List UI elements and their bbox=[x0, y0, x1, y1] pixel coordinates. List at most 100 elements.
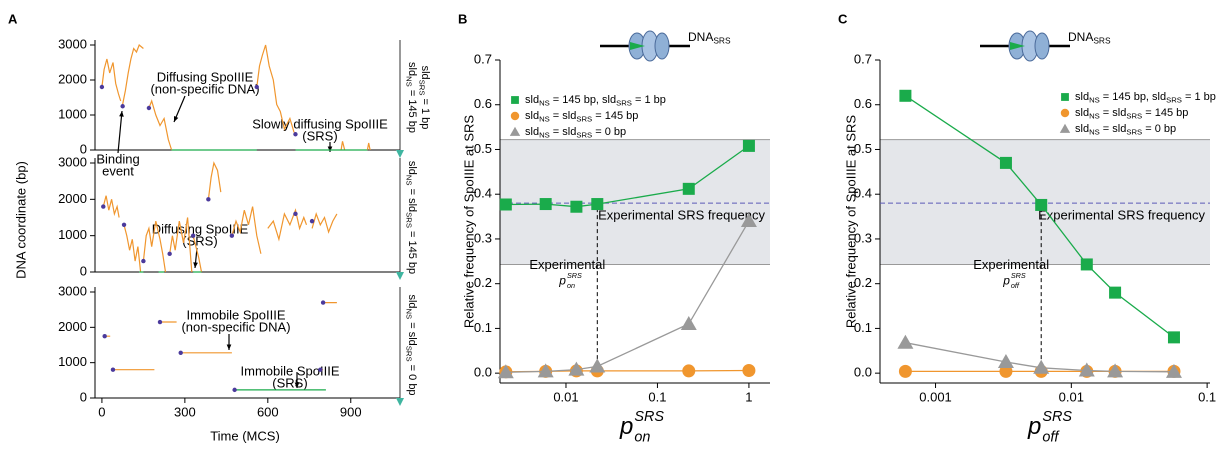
text-run: SRS bbox=[405, 346, 414, 362]
marker-circle bbox=[898, 364, 912, 378]
math-sup: SRS bbox=[1011, 271, 1026, 280]
text-run: sld bbox=[1075, 107, 1089, 119]
experimental-label: Experimental SRS frequency bbox=[598, 208, 765, 223]
marker-triangle bbox=[740, 213, 757, 228]
text-run: sld bbox=[1075, 123, 1089, 135]
text-run: DNA bbox=[688, 30, 713, 44]
marker-square bbox=[1080, 258, 1093, 271]
y-axis-label: Relative frequency of SpoIIIE at SRS bbox=[461, 115, 476, 328]
x-tick-label: 0.001 bbox=[919, 389, 952, 404]
marker-square bbox=[742, 139, 755, 152]
marker-dot bbox=[293, 132, 298, 137]
schematic-label: DNASRS bbox=[688, 30, 731, 46]
text-run: = 145 bp bbox=[592, 110, 638, 122]
side-label: sldSRS = 1 bp bbox=[418, 66, 431, 130]
series-line bbox=[505, 220, 750, 373]
marker-square bbox=[999, 156, 1012, 169]
series-line bbox=[102, 161, 338, 273]
side-label: sldNS = sldSRS = 0 bp bbox=[405, 294, 418, 395]
y-tick-label: 1000 bbox=[58, 354, 87, 369]
arrow-head bbox=[174, 116, 179, 122]
schematic-label: DNASRS bbox=[1068, 30, 1111, 46]
x-tick-label: 600 bbox=[257, 404, 279, 419]
marker-triangle bbox=[680, 315, 697, 330]
marker-square bbox=[591, 198, 604, 211]
text-run: NS bbox=[1089, 95, 1100, 104]
text-run: DNA bbox=[1068, 30, 1093, 44]
experimental-label: Experimental SRS frequency bbox=[1038, 208, 1205, 223]
marker-dot bbox=[121, 222, 127, 227]
marker-circle bbox=[1060, 108, 1070, 118]
y-tick-label: 0 bbox=[80, 263, 87, 278]
marker-dot bbox=[293, 211, 298, 217]
marker-dot bbox=[206, 197, 211, 202]
math-label: pSRS on bbox=[619, 409, 664, 445]
marker-triangle bbox=[568, 361, 585, 376]
arrow-head bbox=[327, 146, 333, 152]
text-run: = 145 bp bbox=[406, 87, 418, 133]
text-run: SRS bbox=[1126, 111, 1142, 120]
math-base: p bbox=[1027, 413, 1041, 440]
arrow-head bbox=[193, 262, 198, 268]
arrow-head bbox=[226, 344, 232, 350]
marker-triangle bbox=[997, 353, 1014, 368]
text-run: sld bbox=[1075, 91, 1089, 103]
arrow-head bbox=[294, 382, 300, 388]
y-tick-label: 1000 bbox=[58, 227, 87, 242]
marker-dot bbox=[167, 251, 172, 257]
marker-dot bbox=[157, 319, 163, 325]
y-tick-label: 0.1 bbox=[854, 320, 872, 335]
schematic-b bbox=[600, 30, 690, 62]
text-run: sld bbox=[525, 126, 539, 138]
y-tick-label: 2000 bbox=[58, 71, 87, 86]
math-sup: SRS bbox=[1042, 409, 1072, 425]
x-tick-label: 0 bbox=[98, 404, 105, 419]
y-tick-label: 0 bbox=[80, 141, 87, 156]
marker-square bbox=[1167, 331, 1180, 344]
marker-circle bbox=[682, 364, 696, 378]
text-run: = 145 bp bbox=[1142, 107, 1188, 119]
x-tick-label: 1 bbox=[745, 389, 752, 404]
text-run: NS bbox=[539, 98, 550, 107]
math-sub: on bbox=[567, 281, 575, 290]
y-tick-label: 0.1 bbox=[474, 320, 492, 335]
marker-square bbox=[1035, 198, 1048, 211]
text-run: sld bbox=[406, 294, 418, 308]
x-tick-label: 300 bbox=[174, 404, 196, 419]
math-sub: off bbox=[1011, 281, 1020, 290]
marker-circle bbox=[510, 111, 520, 121]
marker-triangle bbox=[1059, 123, 1071, 133]
marker-square bbox=[570, 200, 583, 213]
marker-triangle bbox=[497, 364, 514, 379]
legend-label: sldNS = 145 bp, sldSRS = 1 bp bbox=[525, 94, 666, 107]
marker-dot bbox=[309, 218, 315, 224]
marker-square bbox=[499, 198, 512, 211]
annotation: Binding bbox=[96, 151, 139, 166]
marker-triangle bbox=[589, 358, 606, 373]
y-tick-label: 0.4 bbox=[854, 186, 872, 201]
y-axis-label: Relative frequency of SpoIIIE at SRS bbox=[843, 115, 858, 328]
panel-label: C bbox=[838, 11, 848, 26]
marker-dot bbox=[318, 367, 323, 372]
math-label: pSRS off bbox=[1027, 409, 1072, 445]
marker-dot bbox=[229, 233, 235, 238]
text-run: NS bbox=[1089, 127, 1100, 136]
marker-dot bbox=[101, 204, 106, 209]
y-tick-label: 0.2 bbox=[474, 275, 492, 290]
x-tick-label: 0.1 bbox=[648, 389, 666, 404]
text-run: = sld bbox=[406, 319, 418, 346]
marker-square bbox=[511, 96, 519, 104]
marker-triangle bbox=[1033, 359, 1050, 374]
text-run: NS bbox=[405, 76, 414, 87]
text-run: sld bbox=[406, 161, 418, 175]
marker-dot bbox=[178, 350, 183, 355]
legend-label: sldNS = 145 bp, sldSRS = 1 bp bbox=[1075, 91, 1216, 104]
text-run: = 0 bp bbox=[1142, 123, 1176, 135]
text-run: NS bbox=[405, 175, 414, 186]
y-tick-label: 0.7 bbox=[854, 51, 872, 66]
side-label: sldNS = 145 bp bbox=[405, 62, 418, 133]
text-run: = sld bbox=[1100, 123, 1127, 135]
y-tick-label: 2000 bbox=[58, 191, 87, 206]
marker-triangle bbox=[1165, 363, 1182, 378]
